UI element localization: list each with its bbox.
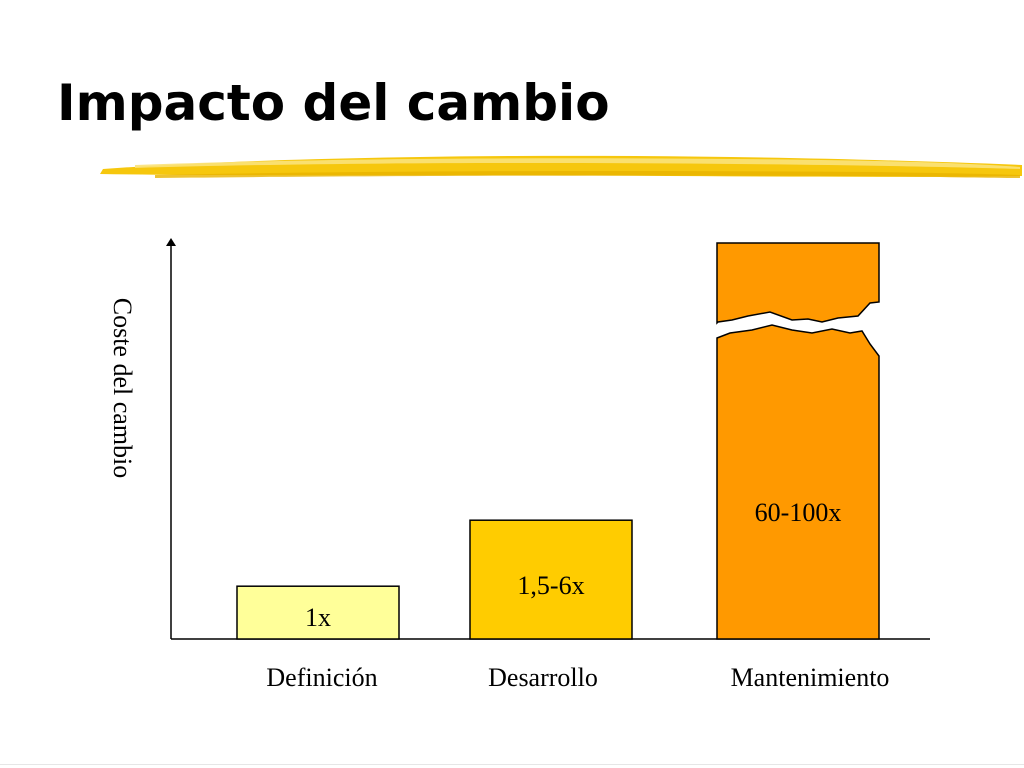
- footer-divider: [0, 764, 1024, 765]
- x-tick-label: Mantenimiento: [731, 663, 890, 692]
- chart-bars: [236, 242, 880, 640]
- chart-labels: 1x Definición 1,5-6x Desarrollo 60-100x Mante…: [108, 298, 889, 692]
- y-axis-label: Coste del cambio: [108, 298, 137, 479]
- data-label: 60-100x: [755, 498, 842, 527]
- data-label: 1,5-6x: [517, 571, 584, 600]
- slide-title: Impacto del cambio: [57, 74, 610, 132]
- x-tick-label: Desarrollo: [488, 663, 598, 692]
- bar: [236, 585, 400, 640]
- bar: [469, 519, 633, 640]
- y-axis-arrowhead: [166, 238, 176, 246]
- x-tick-label: Definición: [266, 663, 377, 692]
- data-label: 1x: [305, 603, 331, 632]
- bar-upper-segment: [716, 242, 880, 325]
- title-underline-brushstroke: [100, 155, 1022, 178]
- bar-lower-segment: [716, 324, 880, 640]
